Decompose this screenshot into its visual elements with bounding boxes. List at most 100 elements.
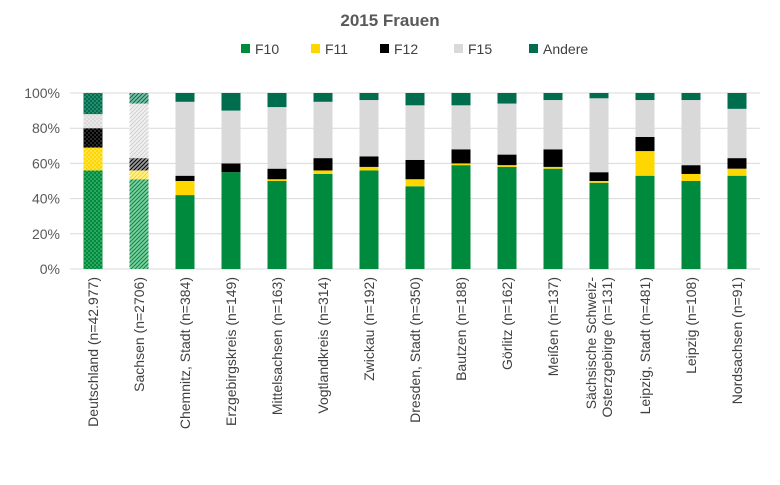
x-category-label: Erzgebirgskreis (n=149) xyxy=(223,277,239,426)
bar-segment-f15 xyxy=(635,100,655,137)
bar-segment-andere xyxy=(405,93,425,106)
bar-segment-f10 xyxy=(267,181,287,269)
bar-segment-f11 xyxy=(543,166,563,169)
bar-segment-f15 xyxy=(405,105,425,160)
x-category-label: Deutschland (n=42.977) xyxy=(85,277,101,427)
legend-label-f12: F12 xyxy=(394,41,418,57)
bar-segment-f12 xyxy=(681,165,701,174)
y-tick-label: 20% xyxy=(32,226,60,242)
bar-segment-andere xyxy=(267,93,287,108)
bar-segment-f10 xyxy=(405,186,425,269)
bar-segment-f11 xyxy=(727,168,747,176)
bar-segment-f15 xyxy=(543,100,563,150)
bar-segment-andere xyxy=(221,93,241,111)
bar-segment-andere xyxy=(681,93,701,101)
bar-segment-f12 xyxy=(405,159,425,180)
bar-segment-andere xyxy=(313,93,333,102)
bar-segment-f10 xyxy=(681,181,701,269)
bar-segment-f10 xyxy=(451,165,471,269)
bar-segment-f12 xyxy=(451,149,471,164)
x-category-label: Osterzgebirge (n=131) xyxy=(599,277,615,417)
bar-group xyxy=(451,93,471,269)
bar-group xyxy=(405,93,425,269)
bar-segment-f11 xyxy=(635,151,655,176)
bar-segment-f12 xyxy=(175,175,195,181)
bar-segment-f11 xyxy=(405,179,425,187)
bars xyxy=(83,93,747,269)
y-tick-label: 40% xyxy=(32,191,60,207)
bar-segment-f10 xyxy=(83,170,103,269)
x-category-label: Vogtlandkreis (n=314) xyxy=(315,277,331,414)
y-tick-label: 100% xyxy=(24,85,60,101)
bar-segment-andere xyxy=(175,93,195,102)
bar-group xyxy=(497,93,517,269)
bar-segment-f15 xyxy=(497,103,517,155)
bar-segment-f12 xyxy=(589,172,609,181)
x-category-label: Nordsachsen (n=91) xyxy=(729,277,745,404)
bar-group xyxy=(175,93,195,269)
bar-segment-f12 xyxy=(129,158,149,171)
bar-segment-f12 xyxy=(267,168,287,180)
bar-segment-f10 xyxy=(359,170,379,269)
bar-segment-andere xyxy=(451,93,471,106)
bar-segment-f10 xyxy=(543,168,563,269)
bar-segment-f11 xyxy=(589,181,609,183)
bar-group xyxy=(83,93,103,269)
bar-group xyxy=(681,93,701,269)
bar-segment-f15 xyxy=(451,105,471,150)
bar-segment-f15 xyxy=(221,110,241,164)
x-category-label: Mittelsachsen (n=163) xyxy=(269,277,285,415)
bar-segment-andere xyxy=(83,93,103,115)
bar-segment-andere xyxy=(359,93,379,101)
x-category-label: Chemnitz, Stadt (n=384) xyxy=(177,277,193,429)
x-category-label: Sachsen (n=2706) xyxy=(131,277,147,392)
legend-swatch-f10 xyxy=(241,44,250,53)
bar-segment-f11 xyxy=(451,163,471,166)
x-category-label: Zwickau (n=192) xyxy=(361,277,377,381)
bar-group xyxy=(221,93,241,269)
legend-swatch-f11 xyxy=(311,44,320,53)
bar-segment-andere xyxy=(589,93,609,99)
y-tick-label: 80% xyxy=(32,120,60,136)
x-category-label: Leipzig, Stadt (n=481) xyxy=(637,277,653,414)
bar-segment-andere xyxy=(497,93,517,104)
chart-title: 2015 Frauen xyxy=(340,11,439,30)
y-axis: 0% 20% 40% 60% 80% 100% xyxy=(24,85,60,277)
x-category-label: Görlitz (n=162) xyxy=(499,277,515,370)
bar-segment-f10 xyxy=(129,179,149,269)
legend-label-f15: F15 xyxy=(468,41,492,57)
bar-segment-f12 xyxy=(313,158,333,171)
bar-group xyxy=(313,93,333,269)
bar-group xyxy=(267,93,287,269)
legend-swatch-f12 xyxy=(380,44,389,53)
bar-segment-f11 xyxy=(681,173,701,181)
bar-segment-f15 xyxy=(175,101,195,176)
bar-segment-f15 xyxy=(129,103,149,159)
bar-segment-f11 xyxy=(497,165,517,167)
bar-segment-f12 xyxy=(727,158,747,169)
bar-segment-f15 xyxy=(727,108,747,159)
x-category-label: Leipzig (n=108) xyxy=(683,277,699,374)
bar-segment-f12 xyxy=(221,163,241,173)
bar-segment-f15 xyxy=(313,101,333,159)
bar-segment-f11 xyxy=(267,179,287,181)
x-category-label: Sächsische Schweiz- xyxy=(583,277,599,410)
bar-segment-andere xyxy=(129,93,149,104)
bar-segment-f12 xyxy=(83,128,103,148)
bar-group xyxy=(635,93,655,269)
bar-group xyxy=(589,93,609,269)
y-tick-label: 0% xyxy=(40,261,60,277)
x-category-label: Dresden, Stadt (n=350) xyxy=(407,277,423,423)
bar-segment-andere xyxy=(635,93,655,101)
bar-segment-f15 xyxy=(359,100,379,157)
bar-segment-f15 xyxy=(83,114,103,129)
bar-segment-f12 xyxy=(543,149,563,167)
y-tick-label: 60% xyxy=(32,155,60,171)
bar-group xyxy=(727,93,747,269)
bar-segment-f11 xyxy=(313,170,333,174)
legend-label-f10: F10 xyxy=(255,41,279,57)
bar-group xyxy=(129,93,149,269)
bar-segment-f10 xyxy=(221,172,241,269)
bar-segment-f15 xyxy=(589,98,609,173)
bar-segment-f12 xyxy=(359,156,379,167)
